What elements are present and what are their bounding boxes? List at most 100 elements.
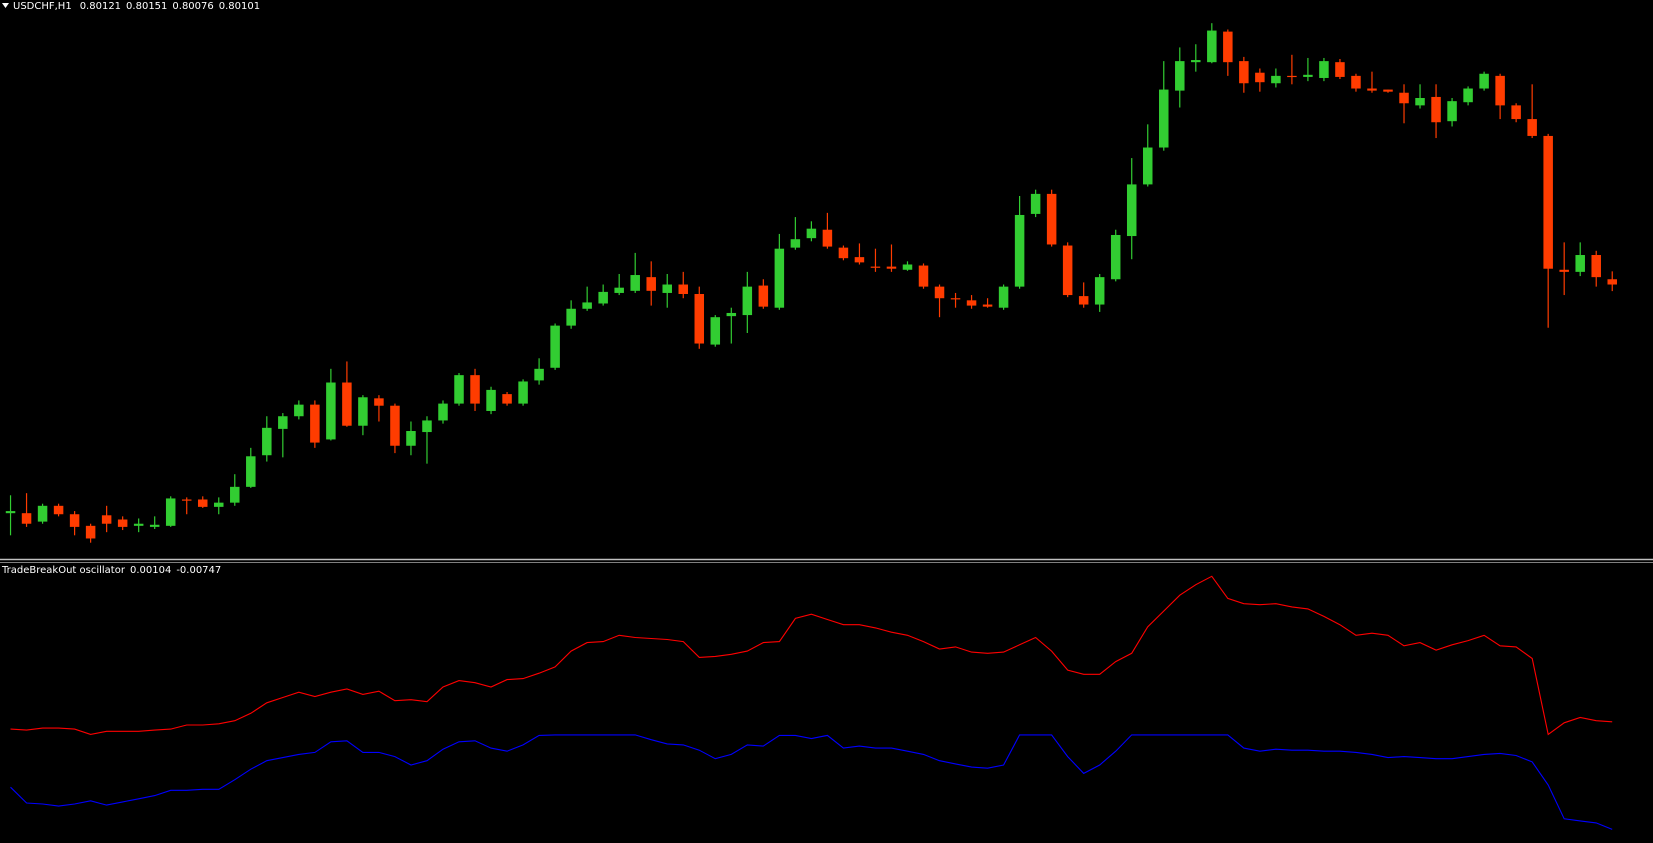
candle-body: [854, 257, 865, 263]
oscillator-header: TradeBreakOut oscillator 0.00104 -0.00747: [1, 565, 221, 576]
candle-body: [1126, 184, 1137, 237]
candle-body: [1159, 89, 1169, 148]
candle-body: [181, 499, 192, 501]
candle-body: [262, 427, 272, 456]
candle-body: [1511, 105, 1521, 120]
candle-body: [1367, 88, 1377, 91]
last-close: 0.80101: [219, 1, 260, 12]
candle-body: [374, 398, 384, 406]
candle-body: [662, 284, 672, 293]
candle-body: [326, 382, 336, 440]
candle-body: [101, 515, 112, 524]
candle-body: [486, 389, 496, 411]
last-low: 0.80076: [172, 1, 213, 12]
candle-body: [438, 403, 448, 421]
candle-body: [197, 499, 208, 507]
candle-body: [1575, 255, 1585, 272]
candle-body: [886, 266, 897, 269]
candle-body: [742, 286, 753, 316]
candle-body: [390, 405, 400, 446]
candle-body: [85, 525, 96, 539]
red-value: 0.00104: [130, 565, 171, 576]
candle-body: [294, 404, 304, 417]
candle-body: [774, 248, 785, 308]
candle-body: [534, 368, 544, 381]
candle-body: [1383, 89, 1393, 92]
candle-body: [53, 505, 64, 515]
candle-body: [966, 300, 977, 306]
last-open: 0.80121: [80, 1, 121, 12]
candle-body: [614, 287, 624, 293]
candle-body: [998, 286, 1009, 308]
candle-body: [1319, 61, 1329, 78]
candle-body: [1351, 75, 1361, 89]
candle-body: [310, 404, 320, 443]
candle-body: [646, 277, 656, 291]
candle-body: [678, 284, 689, 295]
candle-body: [1399, 92, 1409, 104]
candle-body: [710, 317, 721, 345]
candle-body: [214, 502, 224, 507]
candle-body: [806, 228, 817, 239]
candle-body: [21, 513, 32, 524]
candle-body: [694, 294, 705, 344]
candle-body: [1207, 30, 1217, 63]
candle-body: [502, 394, 512, 404]
candle-body: [1191, 60, 1201, 63]
candle-body: [1175, 61, 1185, 91]
candle-body: [598, 291, 608, 304]
candle-body: [918, 265, 929, 287]
candle-body: [566, 308, 576, 326]
candle-body: [1239, 61, 1249, 84]
candle-body: [1223, 31, 1233, 63]
candle-body: [1303, 74, 1313, 77]
candle-body: [358, 397, 368, 426]
candle-body: [1110, 234, 1121, 280]
candle-body: [950, 298, 961, 300]
candle-body: [5, 511, 16, 514]
candle-body: [902, 264, 913, 270]
candle-body: [69, 514, 80, 527]
candle-body: [406, 430, 416, 446]
candle-body: [1591, 255, 1601, 278]
candle-body: [1607, 279, 1617, 285]
candle-body: [630, 275, 640, 291]
candle-body: [278, 416, 288, 429]
candle-body: [726, 312, 737, 317]
candle-body: [133, 523, 144, 526]
candle-body: [550, 325, 560, 368]
candle-body: [37, 505, 48, 522]
candle-body: [1078, 296, 1089, 305]
candle-body: [822, 229, 833, 247]
candle-body: [246, 456, 256, 487]
candle-body: [1271, 75, 1281, 84]
blue-value: -0.00747: [176, 565, 221, 576]
candle-body: [117, 519, 128, 527]
oscillator-line: [10, 734, 1613, 830]
candle-body: [1335, 62, 1345, 77]
last-high: 0.80151: [126, 1, 167, 12]
candle-body: [1094, 277, 1105, 305]
candle-body: [342, 382, 352, 426]
candle-body: [1287, 75, 1297, 78]
candle-body: [838, 247, 849, 259]
candle-body: [1479, 73, 1489, 89]
candle-body: [165, 498, 176, 526]
candle-body: [1062, 245, 1073, 296]
candle-body: [422, 420, 432, 433]
candle-body: [982, 304, 993, 307]
candle-body: [1014, 214, 1025, 287]
candle-body: [1255, 72, 1265, 83]
oscillator-title: TradeBreakOut oscillator: [1, 565, 126, 576]
candle-body: [470, 375, 480, 404]
candle-body: [934, 286, 945, 299]
candle-body: [790, 239, 801, 248]
candle-body: [1447, 101, 1457, 122]
oscillator-line: [10, 575, 1613, 736]
collapse-arrow[interactable]: [2, 3, 9, 8]
candle-body: [1543, 135, 1553, 269]
candle-body: [582, 302, 592, 309]
candle-body: [1030, 193, 1041, 214]
